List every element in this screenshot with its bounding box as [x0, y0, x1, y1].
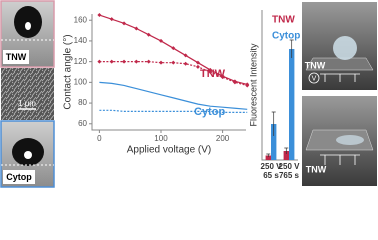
bar [271, 124, 277, 160]
marker [195, 60, 200, 65]
photo-label: Cytop [6, 172, 32, 182]
error-bar [266, 153, 271, 157]
marker [232, 80, 237, 85]
marker [171, 46, 176, 51]
y-tick-label: 160 [74, 15, 88, 24]
sem-image [1, 68, 54, 120]
error-bar [289, 39, 294, 58]
x-axis-label: Applied voltage (V) [127, 145, 212, 156]
marker [208, 67, 213, 72]
marker [183, 53, 188, 58]
marker [171, 60, 176, 65]
bar [289, 49, 295, 160]
bar [283, 151, 289, 160]
bar [265, 155, 271, 160]
marker [183, 61, 188, 66]
x-tick-label: 250 V 765 s [278, 162, 300, 180]
marker [208, 70, 213, 74]
axis [91, 14, 246, 131]
marker [158, 38, 163, 43]
y-axis-label: Fluorescent Intensity [248, 43, 258, 127]
legend-label: TNW [200, 68, 226, 80]
scale-label: 1 μm [18, 99, 36, 108]
x-tick-label: 100 [154, 134, 168, 143]
category-label: 250 V 65 s [260, 162, 282, 180]
series-line [99, 109, 248, 113]
illustration-label: TNW [305, 60, 326, 70]
y-tick-label: 60 [78, 119, 87, 128]
x-tick-label: 250 V 65 s [260, 162, 282, 180]
marker [109, 17, 114, 22]
label-box [3, 50, 29, 64]
y-tick-label: 80 [78, 98, 87, 107]
legend-label: TNW [272, 15, 295, 26]
error-bar [284, 147, 289, 154]
droplet [333, 36, 357, 60]
label-box [3, 170, 35, 184]
marker [146, 59, 151, 64]
marker [146, 32, 151, 37]
source [308, 72, 320, 84]
photo-label: TNW [6, 52, 27, 62]
error-bar [271, 111, 276, 136]
y-axis-label: Contact angle (°) [63, 34, 74, 109]
highlight [24, 151, 32, 159]
y-tick-label: 140 [74, 36, 88, 45]
legend-label: Cytop [272, 31, 300, 42]
y-tick-label: 120 [74, 57, 88, 66]
legend-label: Cytop [194, 106, 225, 118]
highlight [25, 22, 31, 30]
marker [122, 59, 127, 64]
voltage-label: V [312, 75, 317, 82]
figure: TNW 1 μm Cytop TNW V TNW 60 80 100 120 140 16… [0, 0, 377, 188]
marker [134, 26, 139, 31]
marker [220, 75, 225, 80]
y-tick-label: 100 [74, 77, 88, 86]
marker [158, 60, 163, 65]
substrate [305, 57, 374, 71]
x-tick-label: 200 [216, 134, 230, 143]
marker [245, 83, 250, 88]
illustration-label: TNW [306, 164, 327, 174]
x-tick-label: 0 [97, 134, 102, 143]
category-label: 250 V 765 s [278, 162, 300, 180]
marker [97, 59, 102, 64]
marker [97, 13, 102, 18]
wires [320, 154, 360, 165]
series-line [99, 61, 248, 87]
marker [134, 59, 139, 64]
marker [109, 59, 114, 64]
wires [320, 73, 360, 82]
series-line [99, 81, 248, 110]
droplet [336, 135, 364, 145]
marker [195, 64, 200, 69]
marker [122, 21, 127, 26]
